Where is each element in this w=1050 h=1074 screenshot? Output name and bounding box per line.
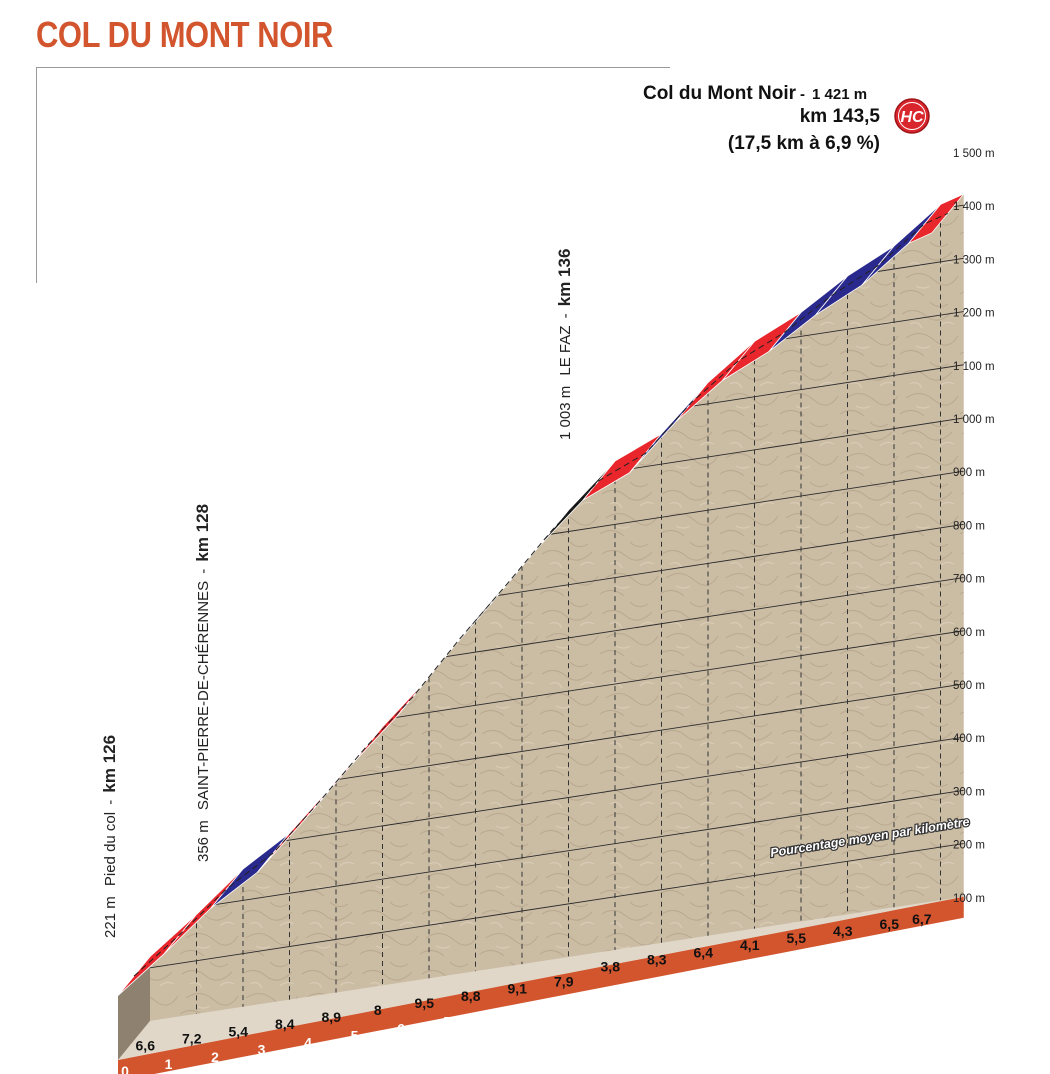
waypoint-le-faz: 1 003 m LE FAZ - km 136 [555,249,574,440]
grid-line [278,736,964,843]
km-tick-label: 2 [211,1049,219,1065]
waypoint-pied-name: Pied du col [102,812,119,886]
gradient-label: 4,1 [740,937,760,953]
km-tick-label: 6 [397,1020,405,1036]
hc-category-badge: HC [894,98,930,134]
hc-badge-label: HC [900,109,924,126]
y-tick-label: 1 200 m [953,308,995,320]
y-tick-label: 400 m [953,733,985,745]
grid-line [496,523,964,597]
summit-dash: - [800,86,805,103]
km-tick-label: 16 [858,943,874,959]
gradient-label: 9,5 [415,995,435,1011]
y-tick-label: 300 m [953,786,985,798]
gradient-label: 5,4 [229,1023,249,1039]
summit-altitude: 1 421 m [812,86,867,103]
gradient-label: 8,9 [322,1009,342,1025]
grid-line [603,417,964,474]
waypoint-le-faz-altitude: 1 003 m [557,386,574,440]
km-tick-label: 14 [765,958,781,974]
gradient-label: 8,3 [647,951,667,967]
km-tick-label: 13 [719,966,735,982]
y-tick-label: 900 m [953,467,985,479]
y-tick-label: 1 000 m [953,414,995,426]
waypoint-le-faz-name: LE FAZ [557,326,574,376]
summit-km: km 143,5 [800,106,881,127]
grid-line [390,630,964,719]
grid-line [685,364,964,408]
km-tick-label: 12 [672,973,688,989]
waypoint-saint-pierre-altitude: 356 m [195,820,212,862]
km-tick-label: 0 [121,1063,129,1074]
km-tick-label: 15 [812,951,828,967]
grid-line [751,311,964,345]
terrain-area [150,193,964,1021]
frame-top-line [36,67,670,68]
y-tick-label: 700 m [953,574,985,586]
waypoint-saint-pierre: 356 m SAINT-PIERRE-DE-CHÉRENNES - km 128 [193,504,212,862]
waypoint-pied-km: km 126 [100,735,119,793]
gradient-label: 5,5 [787,930,807,946]
gradient-label: 3,8 [601,958,621,974]
gradient-label: 7,2 [182,1030,202,1046]
page-title: COL DU MONT NOIR [36,14,333,55]
summit-name: Col du Mont Noir [643,83,797,104]
km-tick-label: 5 [351,1028,359,1044]
gradient-label: 9,1 [508,981,528,997]
km-tick-label: 1 [165,1056,173,1072]
y-tick-label: 1 100 m [953,361,995,373]
gradient-label: 6,4 [694,944,714,960]
km-tick-label: 10 [579,988,595,1004]
y-tick-label: 600 m [953,627,985,639]
y-tick-label: 100 m [953,893,985,905]
waypoint-pied-du-col: 221 m Pied du col - km 126 [100,735,119,938]
gradient-label: 6,7 [912,911,932,927]
gradient-label: 6,6 [136,1037,156,1053]
km-tick-label: 17 [905,936,921,952]
km-tick-label: 8 [490,1006,498,1022]
waypoint-le-faz-km: km 136 [555,249,574,307]
gradient-label: 7,9 [554,974,574,990]
km-tick-label: 11 [626,981,641,997]
y-tick-label: 1 400 m [953,201,995,213]
gradient-label: 8,8 [461,988,481,1004]
waypoint-saint-pierre-km: km 128 [193,504,212,562]
route-centerline [133,213,948,977]
y-tick-label: 800 m [953,520,985,532]
gradient-label: 8 [374,1002,382,1018]
km-tick-label: 4 [304,1035,312,1051]
gradient-label: 4,3 [833,923,853,939]
km-axis-band [118,896,964,1074]
profile-front-wall [118,956,150,1060]
axis-floor [118,896,964,1060]
frame-left-line [36,67,37,283]
km-tick-label: 7 [444,1013,452,1029]
waypoint-saint-pierre-name: SAINT-PIERRE-DE-CHÉRENNES [195,581,212,810]
km-tick-label: 3 [258,1042,266,1058]
gradient-label: 8,4 [275,1016,295,1032]
grid-line [149,843,964,969]
waypoint-pied-altitude: 221 m [102,896,119,938]
y-tick-label: 1 500 m [953,148,995,160]
grid-line [337,683,964,781]
summit-stats: (17,5 km à 6,9 %) [728,133,880,154]
grid-line [204,789,964,907]
y-tick-label: 200 m [953,840,985,852]
gradient-label: 6,5 [880,916,900,932]
grid-line [445,577,964,658]
y-tick-label: 1 300 m [953,254,995,266]
km-tick-label: 9 [537,999,545,1015]
y-tick-label: 500 m [953,680,985,692]
